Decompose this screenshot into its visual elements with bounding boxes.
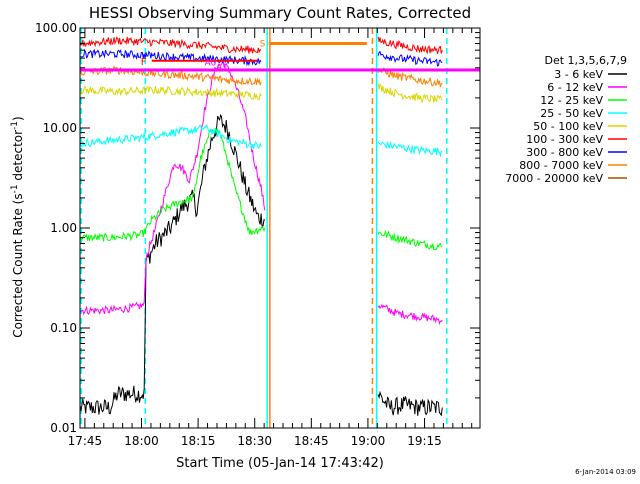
y-tick-label: 0.01 [50, 421, 77, 435]
y-label-sup-2: -1 [10, 121, 20, 130]
legend-label-7: 300 - 800 keV [526, 146, 603, 159]
series-line-4-segment-2 [377, 141, 443, 158]
y-tick-label: 0.10 [50, 321, 77, 335]
x-tick-label: 18:00 [124, 434, 159, 448]
chart-title: HESSI Observing Summary Count Rates, Cor… [89, 4, 471, 22]
x-tick-label: 18:30 [237, 434, 272, 448]
y-tick-label: 100.00 [35, 21, 77, 35]
flare-flag-label: F [141, 57, 147, 68]
x-tick-label: 18:45 [294, 434, 329, 448]
series-line-6-segment-2 [377, 36, 443, 55]
y-label-sup-1: -1 [10, 184, 20, 193]
y-label-part-1: Corrected Count Rate (s [11, 193, 25, 337]
x-tick-label: 19:00 [351, 434, 386, 448]
x-tick-label: 17:45 [68, 434, 103, 448]
series-line-1-segment-1 [79, 113, 266, 415]
series-line-2-segment-2 [377, 303, 443, 325]
saa-flag-label: S [260, 39, 266, 49]
legend-label-5: 50 - 100 keV [533, 120, 603, 133]
x-tick-label: 19:15 [407, 434, 442, 448]
y-tick-label: 10.00 [43, 121, 77, 135]
legend-label-4: 25 - 50 keV [540, 107, 603, 120]
series-line-5-segment-1 [79, 85, 262, 100]
legend-label-9: 7000 - 20000 keV [505, 172, 603, 185]
series-line-2-segment-1 [79, 61, 266, 316]
x-tick-label: 18:15 [181, 434, 216, 448]
legend-label-3: 12 - 25 keV [540, 94, 603, 107]
footer-date: 6-Jan-2014 03:09 [575, 468, 636, 476]
series-line-4-segment-1 [79, 123, 262, 150]
series-line-6-segment-1 [79, 36, 262, 54]
series-line-1-segment-2 [377, 390, 443, 417]
series-line-3-segment-1 [79, 127, 266, 242]
y-label-part-3: ) [11, 116, 25, 121]
series-line-5-segment-2 [377, 82, 443, 103]
series-line-7-segment-1 [79, 48, 262, 67]
attenuator-state-label-1: A0 [205, 59, 217, 69]
x-axis-label: Start Time (05-Jan-14 17:43:42) [176, 456, 384, 471]
legend-label-8: 800 - 7000 keV [519, 159, 603, 172]
attenuator-state-label-2: A1 [216, 63, 228, 73]
legend-label-2: 6 - 12 keV [547, 81, 603, 94]
plot-frame [79, 27, 481, 429]
series-line-3-segment-2 [377, 229, 443, 250]
y-tick-label: 1.00 [50, 221, 77, 235]
y-label-part-2: detector [11, 130, 25, 185]
series-line-8-segment-2 [377, 67, 443, 88]
legend-label-6: 100 - 300 keV [526, 133, 603, 146]
series-line-7-segment-2 [377, 50, 443, 67]
series-line-8-segment-1 [79, 65, 262, 86]
y-axis-label: Corrected Count Rate (s-1 detector-1) [10, 116, 25, 337]
legend-title: Det 1,3,5,6,7,9 [544, 54, 627, 67]
legend-label-1: 3 - 6 keV [554, 68, 603, 81]
